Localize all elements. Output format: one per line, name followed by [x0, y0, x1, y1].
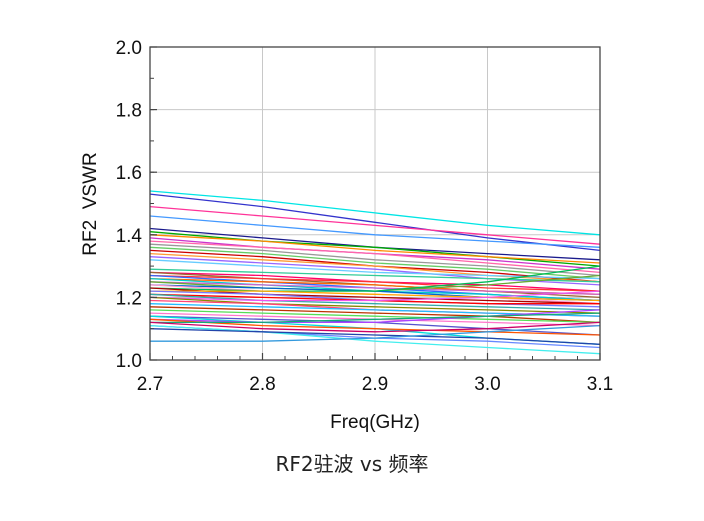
- series-line: [150, 215, 600, 248]
- series-line: [150, 306, 600, 324]
- series-line: [150, 324, 600, 355]
- axis-ticks: [149, 46, 601, 361]
- series-line: [150, 328, 600, 345]
- series-line: [150, 252, 600, 283]
- y-tick-label: 1.8: [116, 101, 142, 122]
- y-tick-label: 1.0: [116, 351, 142, 372]
- tick-labels: 2.7 2.8 2.9 3.0 3.1 1.0 1.2 1.4 1.6 1.8 2.0: [116, 38, 614, 395]
- series-line: [150, 296, 600, 314]
- series-line: [150, 265, 600, 292]
- figure-caption: RF2驻波 vs 频率: [275, 452, 429, 476]
- series-line: [150, 309, 600, 324]
- series-line: [150, 243, 600, 277]
- series-line: [150, 287, 600, 305]
- series-line: [150, 318, 600, 336]
- x-tick-label: 2.7: [137, 374, 163, 395]
- series-line: [150, 246, 600, 280]
- y-tick-label: 2.0: [116, 38, 142, 59]
- x-tick-label: 3.1: [587, 374, 613, 395]
- series-line: [150, 205, 600, 245]
- series-line: [150, 231, 600, 267]
- series-line: [150, 274, 600, 292]
- series-line: [150, 324, 600, 342]
- y-tick-label: 1.6: [116, 163, 142, 184]
- series-line: [150, 190, 600, 236]
- series-line: [150, 290, 600, 302]
- series-line: [150, 321, 600, 333]
- y-tick-label: 1.2: [116, 288, 142, 309]
- series-line: [150, 290, 600, 302]
- series-line: [150, 281, 600, 295]
- series-line: [150, 234, 600, 264]
- y-axis-title: RF2 VSWR: [80, 152, 101, 255]
- x-tick-label: 3.0: [474, 374, 500, 395]
- series-line: [150, 293, 600, 311]
- series-line: [150, 312, 600, 324]
- x-tick-label: 2.9: [362, 374, 388, 395]
- series-line: [150, 268, 600, 283]
- series-line: [150, 256, 600, 286]
- series-layer: [150, 190, 600, 355]
- series-line: [150, 240, 600, 274]
- x-axis-title: Freq(GHz): [330, 412, 420, 433]
- series-line: [150, 309, 600, 324]
- y-tick-label: 1.4: [116, 226, 143, 247]
- series-line: [150, 193, 600, 252]
- x-tick-label: 2.8: [249, 374, 275, 395]
